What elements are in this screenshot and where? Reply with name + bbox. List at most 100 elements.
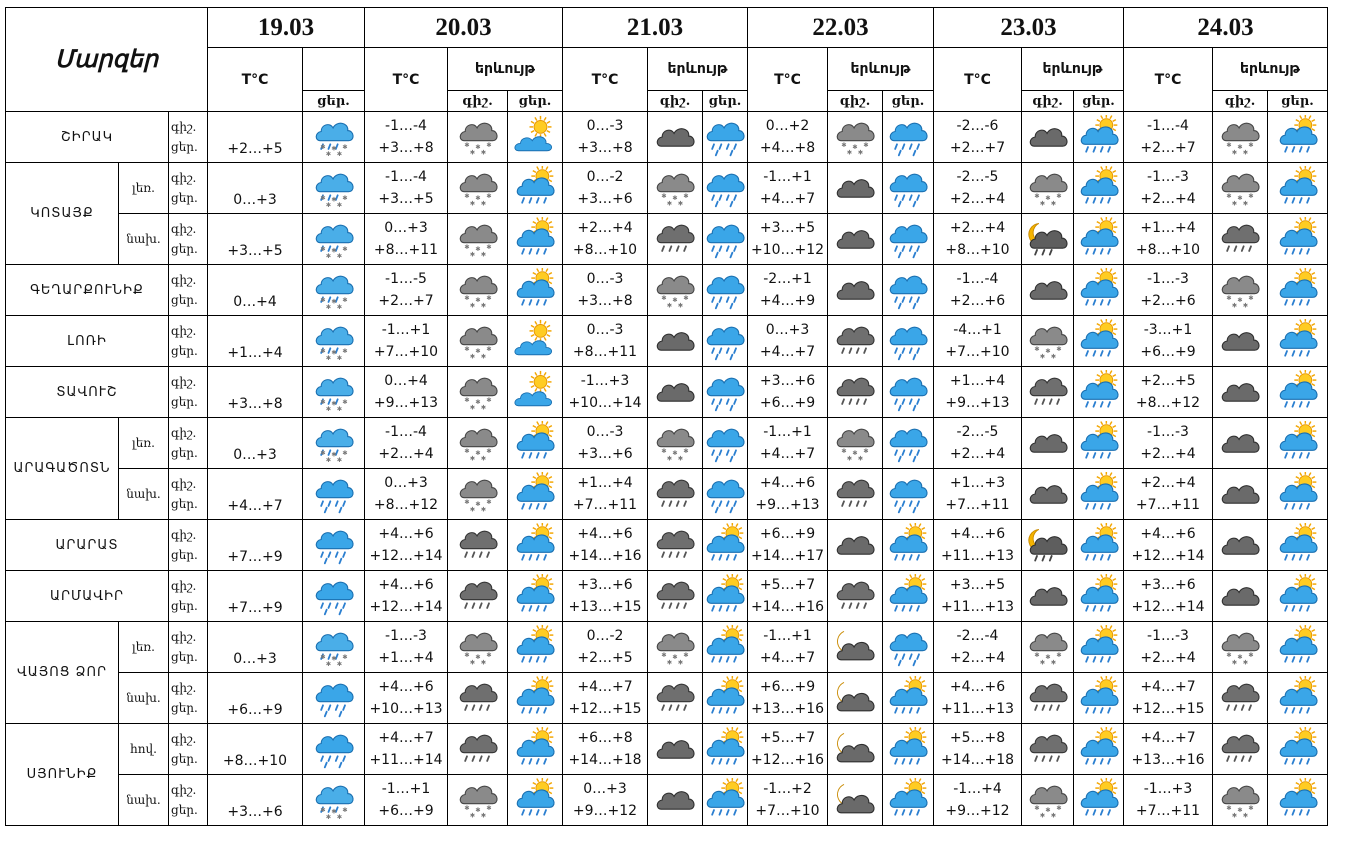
temperature-range-bottom: +2…+7 [378, 293, 434, 309]
temperature-range: -1…-5 +2…+7 [364, 264, 448, 316]
svg-text:✱: ✱ [486, 498, 491, 506]
svg-text:✱: ✱ [672, 449, 677, 457]
sun-rain-icon [1267, 162, 1328, 214]
svg-text:✱: ✱ [336, 201, 341, 209]
temperature-range: 0…+3 [207, 162, 303, 214]
svg-text:✱: ✱ [320, 653, 325, 661]
temperature-range-bottom: +14…+16 [568, 548, 642, 564]
svg-text:✱: ✱ [336, 303, 341, 311]
svg-text:✱: ✱ [1243, 301, 1248, 309]
regions-header: Մարզեր [5, 7, 208, 112]
rain-icon [882, 264, 934, 316]
zone-label: լեռ. [118, 417, 169, 469]
rain-cloud-icon [647, 570, 703, 622]
temperature-range-top: +4…+7 [1140, 679, 1196, 695]
svg-text:✱: ✱ [1226, 651, 1231, 659]
temperature-range-top: +2…+5 [1140, 373, 1196, 389]
dark-cloud-icon [1021, 111, 1074, 163]
temperature-range: -4…+1 +7…+10 [933, 315, 1022, 367]
svg-text:✱: ✱ [331, 247, 336, 255]
svg-text:✱: ✱ [475, 296, 480, 304]
sun-rain-icon [1073, 570, 1124, 622]
time-of-day-label-bottom: ցեր. [171, 446, 198, 460]
svg-text:✱: ✱ [320, 296, 325, 304]
svg-text:✱: ✱ [1232, 811, 1237, 819]
sun-rain-icon [507, 621, 563, 673]
region-name: ԿՈՏԱՅՔ [5, 162, 119, 265]
sun-rain-icon [882, 774, 934, 826]
temp-header: T°C [747, 47, 828, 112]
temperature-range: +6…+8 +14…+18 [562, 723, 648, 775]
temperature-range: +3…+5 +10…+12 [747, 213, 828, 265]
sun-rain-icon [882, 519, 934, 571]
svg-text:✱: ✱ [469, 403, 474, 411]
time-of-day-label-bottom: ցեր. [171, 701, 198, 715]
svg-text:✱: ✱ [325, 303, 330, 311]
temperature-range-top: +1…+4 [1140, 220, 1196, 236]
time-of-day-label-top: գիշ. [171, 324, 197, 338]
svg-text:✱: ✱ [1056, 651, 1061, 659]
rain-icon [702, 468, 748, 520]
day-subheader: ցեր. [1267, 90, 1328, 112]
rain-icon [882, 468, 934, 520]
svg-text:✱: ✱ [469, 811, 474, 819]
temperature-range-top: -1…-3 [1147, 271, 1189, 287]
temperature-range: +1…+4 +7…+11 [562, 468, 648, 520]
table-row: ԱՐԱՐԱՏ գիշ. ցեր. +7…+9 +4…+6 +12…+14 +4…+6 +14…… [5, 519, 1328, 571]
time-of-day-label-top: գիշ. [171, 426, 197, 440]
dark-cloud-icon [647, 774, 703, 826]
day-subheader: ցեր. [302, 90, 365, 112]
temperature-range-top: +2…+4 [577, 220, 633, 236]
svg-text:✱: ✱ [342, 806, 347, 814]
snow-rain-icon: ✱ ✱ ✱ ✱ ✱ [302, 417, 365, 469]
temperature-range: +2…+4 +8…+10 [562, 213, 648, 265]
temperature-range: +5…+7 +12…+16 [747, 723, 828, 775]
temperature-range-bottom: +11…+14 [369, 752, 443, 768]
temperature-range-bottom: +12…+15 [568, 701, 642, 717]
snow-cloud-icon: ✱ ✱ ✱ ✱ ✱ [1212, 264, 1268, 316]
temperature-range: -2…-5 +2…+4 [933, 162, 1022, 214]
temperature-range-bottom: +12…+14 [369, 599, 443, 615]
moon-cloud-icon [827, 774, 883, 826]
svg-text:✱: ✱ [342, 449, 347, 457]
snow-cloud-icon: ✱ ✱ ✱ ✱ ✱ [447, 366, 508, 418]
temperature-range: +4…+6 +9…+13 [747, 468, 828, 520]
svg-text:✱: ✱ [667, 658, 672, 666]
snow-cloud-icon: ✱ ✱ ✱ ✱ ✱ [1212, 621, 1268, 673]
temperature-range: -1…-4 +3…+8 [364, 111, 448, 163]
region-name: ՎԱՅՈՑ ՁՈՐ [5, 621, 119, 724]
svg-text:✱: ✱ [342, 653, 347, 661]
region-name: ԱՐԱՐԱՏ [5, 519, 169, 571]
temperature-range-top: -1…+3 [580, 373, 630, 389]
svg-text:✱: ✱ [1248, 294, 1253, 302]
svg-text:✱: ✱ [858, 148, 863, 156]
temperature-range: 0…+3 [207, 621, 303, 673]
temperature-range-top: -1…-3 [385, 628, 427, 644]
snow-rain-icon: ✱ ✱ ✱ ✱ ✱ [302, 213, 365, 265]
svg-text:✱: ✱ [486, 804, 491, 812]
snow-rain-icon: ✱ ✱ ✱ ✱ ✱ [302, 774, 365, 826]
svg-text:✱: ✱ [342, 143, 347, 151]
temperature-range: +3…+6 +12…+14 [1123, 570, 1213, 622]
temperature-range-bottom: +14…+18 [940, 752, 1015, 768]
svg-text:✱: ✱ [331, 655, 336, 663]
svg-text:✱: ✱ [325, 405, 330, 413]
sun-rain-icon [507, 264, 563, 316]
time-of-day-label-bottom: ցեր. [171, 140, 198, 154]
svg-text:✱: ✱ [1248, 141, 1253, 149]
temperature-range-top: -3…+1 [1143, 322, 1193, 338]
moon-rain-icon [1021, 213, 1074, 265]
svg-text:✱: ✱ [858, 454, 863, 462]
temperature-range: 0…+3 +4…+7 [747, 315, 828, 367]
temperature-range: -1…-3 +2…+4 [1123, 162, 1213, 214]
sun-rain-icon [507, 468, 563, 520]
temperature-range: 0…+4 [207, 264, 303, 316]
sun-rain-icon [507, 723, 563, 775]
svg-text:✱: ✱ [464, 192, 469, 200]
temperature-range-bottom: +9…+13 [373, 395, 439, 411]
temperature-range: -3…+1 +6…+9 [1123, 315, 1213, 367]
snow-cloud-icon: ✱ ✱ ✱ ✱ ✱ [447, 315, 508, 367]
region-name: ԱՐՄԱՎԻՐ [5, 570, 169, 622]
temperature-range-bottom: +4…+7 [759, 650, 816, 666]
temperature-range: -1…+1 +7…+10 [364, 315, 448, 367]
